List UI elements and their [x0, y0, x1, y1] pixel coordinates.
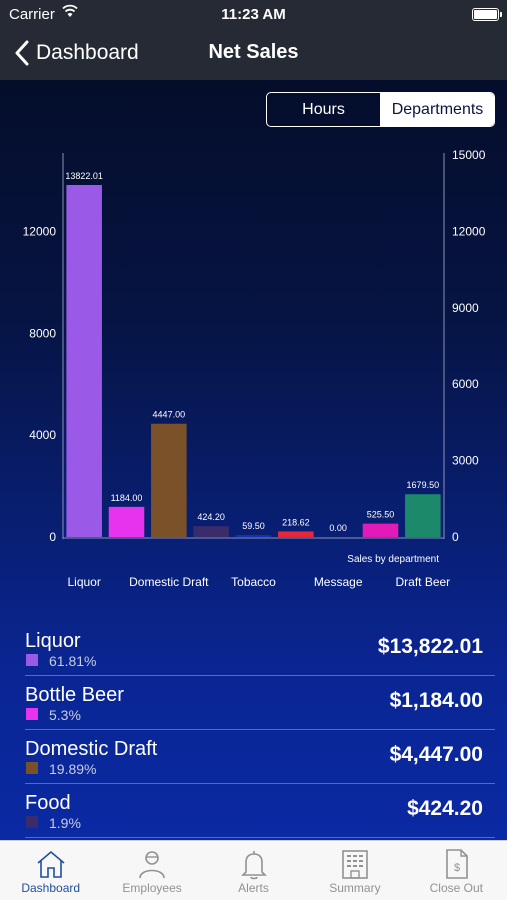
department-list: Liquor 61.81% $13,822.01 Bottle Beer 5.3% $1,… [0, 622, 507, 838]
department-amount: $1,184.00 [389, 689, 483, 712]
x-axis-category-label: Domestic Draft [129, 575, 209, 589]
left-axis-tick-label: 8000 [29, 326, 56, 340]
left-axis-tick-label: 12000 [23, 224, 57, 238]
bar-value-label: 424.20 [197, 512, 225, 522]
department-name: Bottle Beer [25, 684, 124, 706]
sales-bar-chart: 0 4000 8000 12000 0 3000 6000 9000 12000 15000 138… [0, 140, 507, 600]
department-percent: 5.3% [49, 707, 81, 723]
right-axis-tick-label: 15000 [452, 148, 486, 162]
bar-value-label: 0.00 [329, 523, 347, 533]
status-time: 11:23 AM [221, 6, 286, 23]
chart-bar [66, 184, 102, 537]
back-button-label: Dashboard [36, 41, 139, 64]
right-axis-tick-label: 0 [452, 530, 459, 544]
svg-text:$: $ [454, 862, 460, 874]
segment-hours[interactable]: Hours [267, 93, 381, 126]
tab-close-out[interactable]: $ Close Out [406, 841, 507, 900]
left-axis-tick-label: 0 [49, 530, 56, 544]
status-bar: Carrier 11:23 AM [0, 0, 507, 28]
chevron-left-icon [15, 40, 29, 66]
chart-bar [235, 535, 272, 537]
left-axis-tick-label: 4000 [29, 428, 56, 442]
bar-value-label: 4447.00 [153, 410, 186, 420]
chart-bar [362, 523, 399, 537]
person-icon [139, 851, 165, 879]
house-icon [37, 850, 65, 878]
x-axis-category-label: Liquor [67, 575, 100, 589]
department-row[interactable]: Food 1.9% $424.20 [25, 784, 495, 838]
tab-alerts-label: Alerts [238, 881, 269, 895]
chart-bar [151, 423, 187, 537]
battery-icon [472, 8, 502, 21]
department-name: Domestic Draft [25, 738, 158, 760]
back-button[interactable]: Dashboard [14, 39, 139, 67]
right-axis-tick-label: 3000 [452, 454, 479, 468]
department-amount: $424.20 [407, 797, 483, 820]
view-segmented-control: Hours Departments [266, 92, 495, 127]
carrier-label: Carrier [9, 6, 55, 23]
chart-canvas: 0 4000 8000 12000 0 3000 6000 9000 12000 15000 138… [23, 148, 486, 589]
tab-close-out-label: Close Out [429, 881, 483, 895]
navigation-bar: Dashboard Net Sales [0, 28, 507, 80]
chart-bar [278, 531, 314, 537]
department-color-swatch [26, 816, 38, 828]
department-amount: $13,822.01 [377, 635, 483, 658]
building-icon [342, 850, 368, 879]
bar-value-label: 525.50 [367, 510, 395, 520]
department-color-swatch [26, 762, 38, 774]
segment-departments[interactable]: Departments [381, 93, 494, 126]
tab-alerts[interactable]: Alerts [203, 841, 304, 900]
tab-dashboard-label: Dashboard [21, 881, 81, 895]
wifi-icon [62, 4, 78, 17]
tab-bar: Dashboard Employees Alerts Summary $ [0, 840, 507, 900]
x-axis-category-label: Message [314, 575, 363, 589]
right-axis-tick-label: 12000 [452, 224, 486, 238]
department-row[interactable]: Bottle Beer 5.3% $1,184.00 [25, 676, 495, 730]
tab-employees-label: Employees [122, 881, 182, 895]
tab-employees[interactable]: Employees [101, 841, 202, 900]
document-dollar-icon: $ [446, 849, 469, 879]
department-name: Liquor [25, 630, 81, 652]
x-axis-category-label: Tobacco [231, 575, 276, 589]
x-axis-category-label: Draft Beer [395, 575, 450, 589]
page-title: Net Sales [208, 41, 299, 63]
bar-value-label: 1184.00 [111, 493, 143, 503]
tab-summary-label: Summary [329, 881, 381, 895]
chart-bar [193, 526, 229, 537]
department-percent: 61.81% [49, 653, 97, 669]
right-axis-tick-label: 6000 [452, 377, 479, 391]
department-percent: 1.9% [49, 815, 81, 831]
chart-bar [108, 506, 145, 537]
bar-value-label: 218.62 [282, 517, 310, 527]
department-amount: $4,447.00 [389, 743, 483, 766]
bell-icon [240, 851, 267, 880]
chart-bar [405, 494, 441, 537]
department-color-swatch [26, 708, 38, 720]
bar-value-label: 59.50 [242, 521, 265, 531]
department-row[interactable]: Liquor 61.81% $13,822.01 [25, 622, 495, 676]
right-axis-tick-label: 9000 [452, 301, 479, 315]
chart-annotation: Sales by department [347, 554, 439, 565]
department-name: Food [25, 792, 71, 814]
tab-summary[interactable]: Summary [304, 841, 405, 900]
department-row[interactable]: Domestic Draft 19.89% $4,447.00 [25, 730, 495, 784]
department-percent: 19.89% [49, 761, 97, 777]
department-color-swatch [26, 654, 38, 666]
bar-value-label: 13822.01 [65, 171, 103, 181]
bar-value-label: 1679.50 [407, 480, 440, 490]
tab-dashboard[interactable]: Dashboard [0, 841, 101, 900]
